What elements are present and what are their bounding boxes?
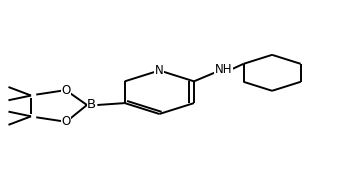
Text: B: B [87,98,96,112]
Text: NH: NH [215,63,232,75]
Text: N: N [155,64,164,77]
Text: O: O [61,115,70,127]
Text: O: O [61,84,70,97]
